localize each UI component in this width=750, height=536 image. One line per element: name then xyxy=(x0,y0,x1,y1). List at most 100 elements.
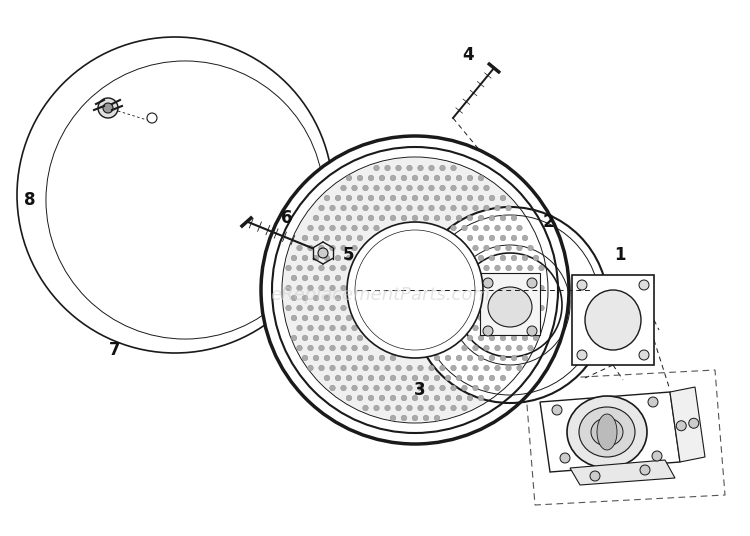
Circle shape xyxy=(308,265,314,271)
Text: 2: 2 xyxy=(542,213,554,231)
Circle shape xyxy=(297,305,302,311)
Circle shape xyxy=(406,205,412,211)
Circle shape xyxy=(380,395,385,401)
Circle shape xyxy=(374,385,380,391)
Circle shape xyxy=(440,385,446,391)
Circle shape xyxy=(396,385,401,391)
Circle shape xyxy=(335,235,340,241)
Circle shape xyxy=(472,365,478,371)
Circle shape xyxy=(522,275,528,281)
Circle shape xyxy=(396,365,401,371)
Circle shape xyxy=(319,205,324,211)
Circle shape xyxy=(374,365,380,371)
Circle shape xyxy=(363,385,368,391)
Circle shape xyxy=(456,375,462,381)
Circle shape xyxy=(340,385,346,391)
Circle shape xyxy=(340,285,346,291)
Circle shape xyxy=(324,215,330,221)
Circle shape xyxy=(357,395,363,401)
Circle shape xyxy=(346,255,352,261)
Circle shape xyxy=(489,255,495,261)
Circle shape xyxy=(308,285,314,291)
Circle shape xyxy=(512,235,517,241)
Circle shape xyxy=(467,375,472,381)
Circle shape xyxy=(478,375,484,381)
Circle shape xyxy=(495,365,500,371)
Circle shape xyxy=(676,421,686,431)
Circle shape xyxy=(478,255,484,261)
Circle shape xyxy=(512,215,517,221)
Circle shape xyxy=(522,355,528,361)
Circle shape xyxy=(451,185,456,191)
Circle shape xyxy=(283,158,547,422)
Circle shape xyxy=(423,195,429,201)
Circle shape xyxy=(639,280,649,290)
Circle shape xyxy=(319,245,324,251)
Circle shape xyxy=(261,136,569,444)
Circle shape xyxy=(423,395,429,401)
Circle shape xyxy=(390,395,396,401)
Circle shape xyxy=(314,275,319,281)
Circle shape xyxy=(517,305,522,311)
Circle shape xyxy=(434,395,439,401)
Circle shape xyxy=(308,365,314,371)
Circle shape xyxy=(374,165,380,171)
Circle shape xyxy=(434,195,439,201)
Circle shape xyxy=(512,315,517,321)
Circle shape xyxy=(517,345,522,351)
Circle shape xyxy=(406,365,412,371)
Circle shape xyxy=(478,315,484,321)
Circle shape xyxy=(478,215,484,221)
Circle shape xyxy=(472,245,478,251)
Circle shape xyxy=(590,471,600,481)
Text: 3: 3 xyxy=(414,381,426,399)
Circle shape xyxy=(340,345,346,351)
Circle shape xyxy=(522,335,528,341)
Circle shape xyxy=(429,405,434,411)
Circle shape xyxy=(401,415,406,421)
Circle shape xyxy=(446,355,451,361)
Circle shape xyxy=(418,405,423,411)
Circle shape xyxy=(385,405,390,411)
Circle shape xyxy=(368,395,374,401)
Circle shape xyxy=(291,275,297,281)
Circle shape xyxy=(652,451,662,461)
Circle shape xyxy=(500,195,506,201)
Circle shape xyxy=(314,335,319,341)
Circle shape xyxy=(357,215,363,221)
Circle shape xyxy=(456,355,462,361)
Circle shape xyxy=(346,355,352,361)
Circle shape xyxy=(291,315,297,321)
Circle shape xyxy=(512,255,517,261)
Circle shape xyxy=(357,375,363,381)
Circle shape xyxy=(346,375,352,381)
Circle shape xyxy=(429,185,434,191)
Circle shape xyxy=(489,375,495,381)
Circle shape xyxy=(413,195,418,201)
Circle shape xyxy=(330,325,335,331)
Circle shape xyxy=(340,305,346,311)
Circle shape xyxy=(446,215,451,221)
Circle shape xyxy=(302,355,307,361)
Circle shape xyxy=(308,245,314,251)
Circle shape xyxy=(286,265,291,271)
Circle shape xyxy=(308,325,314,331)
Circle shape xyxy=(330,285,335,291)
Circle shape xyxy=(538,285,544,291)
Circle shape xyxy=(286,305,291,311)
Circle shape xyxy=(472,205,478,211)
Circle shape xyxy=(467,335,472,341)
Circle shape xyxy=(489,195,495,201)
Circle shape xyxy=(512,295,517,301)
Circle shape xyxy=(385,365,390,371)
Circle shape xyxy=(500,275,506,281)
Circle shape xyxy=(458,253,562,357)
Circle shape xyxy=(472,225,478,231)
Circle shape xyxy=(533,255,538,261)
Circle shape xyxy=(528,265,533,271)
Circle shape xyxy=(478,175,484,181)
Circle shape xyxy=(390,355,396,361)
Circle shape xyxy=(489,275,495,281)
Circle shape xyxy=(451,385,456,391)
Circle shape xyxy=(413,415,418,421)
